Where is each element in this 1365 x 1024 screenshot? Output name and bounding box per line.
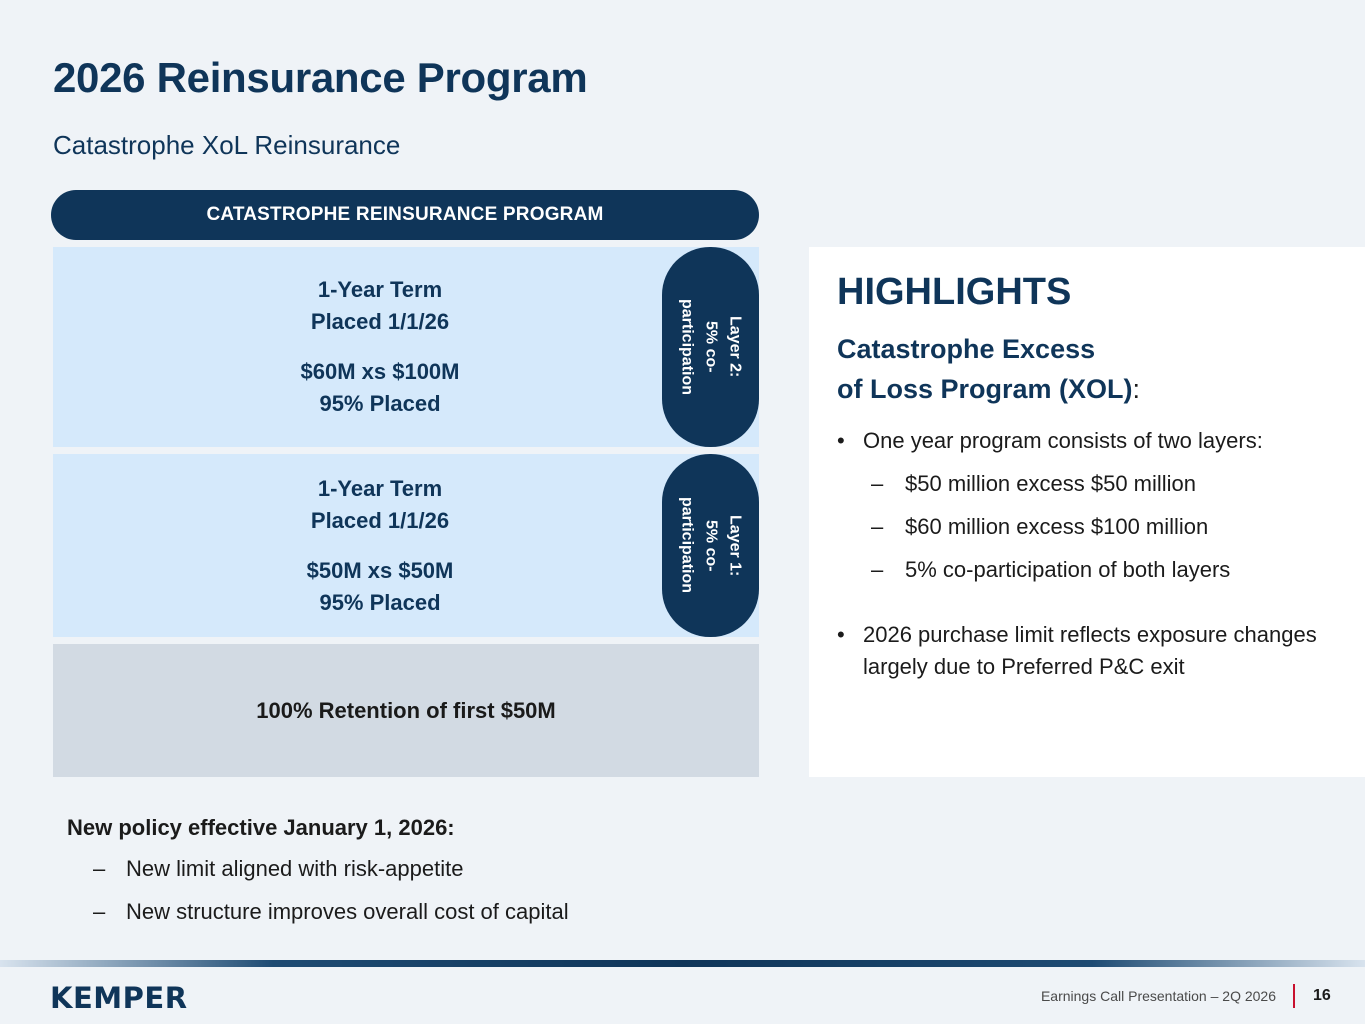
page-number: 16: [1313, 987, 1331, 1004]
dash-icon: –: [871, 514, 884, 539]
policy-item-text: New structure improves overall cost of c…: [126, 899, 569, 924]
layer-1-placed-date: Placed 1/1/26: [310, 507, 450, 533]
bullet-icon: •: [837, 428, 845, 453]
policy-item: – New structure improves overall cost of…: [67, 897, 569, 927]
layer-2-box: 1-Year Term Placed 1/1/26 $60M xs $100M …: [53, 247, 759, 447]
layer-1-placed-pct: 95% Placed: [319, 589, 441, 615]
layer-2-placed-pct: 95% Placed: [319, 391, 441, 416]
layer-2-pill-label: Layer 2: 5% co- participation: [678, 298, 744, 395]
highlight-text: 2026 purchase limit reflects exposure ch…: [863, 622, 1317, 679]
highlight-item: • One year program consists of two layer…: [837, 425, 1357, 457]
dash-icon: –: [93, 899, 106, 924]
highlight-subitem-text: $60 million excess $100 million: [905, 514, 1209, 539]
layer-2-limit: $60M xs $100M: [300, 359, 460, 384]
footer: KEMPER Earnings Call Presentation – 2Q 2…: [0, 967, 1365, 1024]
layer-1-term: 1-Year Term: [317, 475, 443, 501]
bullet-icon: •: [837, 622, 845, 647]
retention-box: 100% Retention of first $50M: [53, 644, 759, 777]
highlight-subitem: – $60 million excess $100 million: [837, 511, 1357, 543]
program-header: CATASTROPHE REINSURANCE PROGRAM: [51, 190, 759, 240]
layer-1-limit: $50M xs $50M: [306, 557, 454, 583]
dash-icon: –: [93, 856, 106, 881]
page-title: 2026 Reinsurance Program: [53, 54, 588, 101]
dash-icon: –: [871, 557, 884, 582]
highlight-text: One year program consists of two layers:: [863, 428, 1263, 453]
highlights-title: HIGHLIGHTS: [837, 271, 1072, 313]
highlights-subtitle-line1: Catastrophe Excess: [837, 334, 1096, 364]
kemper-logo: KEMPER: [50, 981, 188, 1015]
page-subtitle: Catastrophe XoL Reinsurance: [53, 130, 401, 160]
footer-text: Earnings Call Presentation – 2Q 2026: [1040, 988, 1276, 1004]
highlights-list: • One year program consists of two layer…: [837, 425, 1357, 683]
footer-band: [0, 960, 1365, 967]
layer-2-pill: Layer 2: 5% co- participation: [662, 247, 759, 447]
policy-item-text: New limit aligned with risk-appetite: [126, 856, 464, 881]
layer-1-box: 1-Year Term Placed 1/1/26 $50M xs $50M 9…: [53, 454, 759, 637]
highlights-panel: HIGHLIGHTS Catastrophe Excess of Loss Pr…: [809, 247, 1365, 777]
highlights-subtitle-line2: of Loss Program (XOL):: [837, 374, 1141, 404]
layer-1-pill-label: Layer 1: 5% co- participation: [678, 497, 744, 594]
highlight-item: • 2026 purchase limit reflects exposure …: [837, 619, 1357, 683]
layer-2-term: 1-Year Term: [317, 277, 443, 302]
policy-block: New policy effective January 1, 2026: – …: [67, 815, 569, 927]
highlight-subitem-text: $50 million excess $50 million: [905, 471, 1197, 496]
highlights-subtitle: Catastrophe Excess of Loss Program (XOL)…: [837, 329, 1140, 409]
dash-icon: –: [871, 471, 884, 496]
layer-1-pill: Layer 1: 5% co- participation: [662, 454, 759, 637]
highlight-subitem: – $50 million excess $50 million: [837, 468, 1357, 500]
highlight-subitem: – 5% co-participation of both layers: [837, 554, 1357, 586]
layer-2-placed-date: Placed 1/1/26: [310, 309, 450, 334]
policy-heading: New policy effective January 1, 2026:: [67, 815, 455, 840]
policy-item: – New limit aligned with risk-appetite: [67, 854, 569, 884]
footer-divider: [1293, 984, 1295, 1008]
highlight-subitem-text: 5% co-participation of both layers: [905, 557, 1231, 582]
